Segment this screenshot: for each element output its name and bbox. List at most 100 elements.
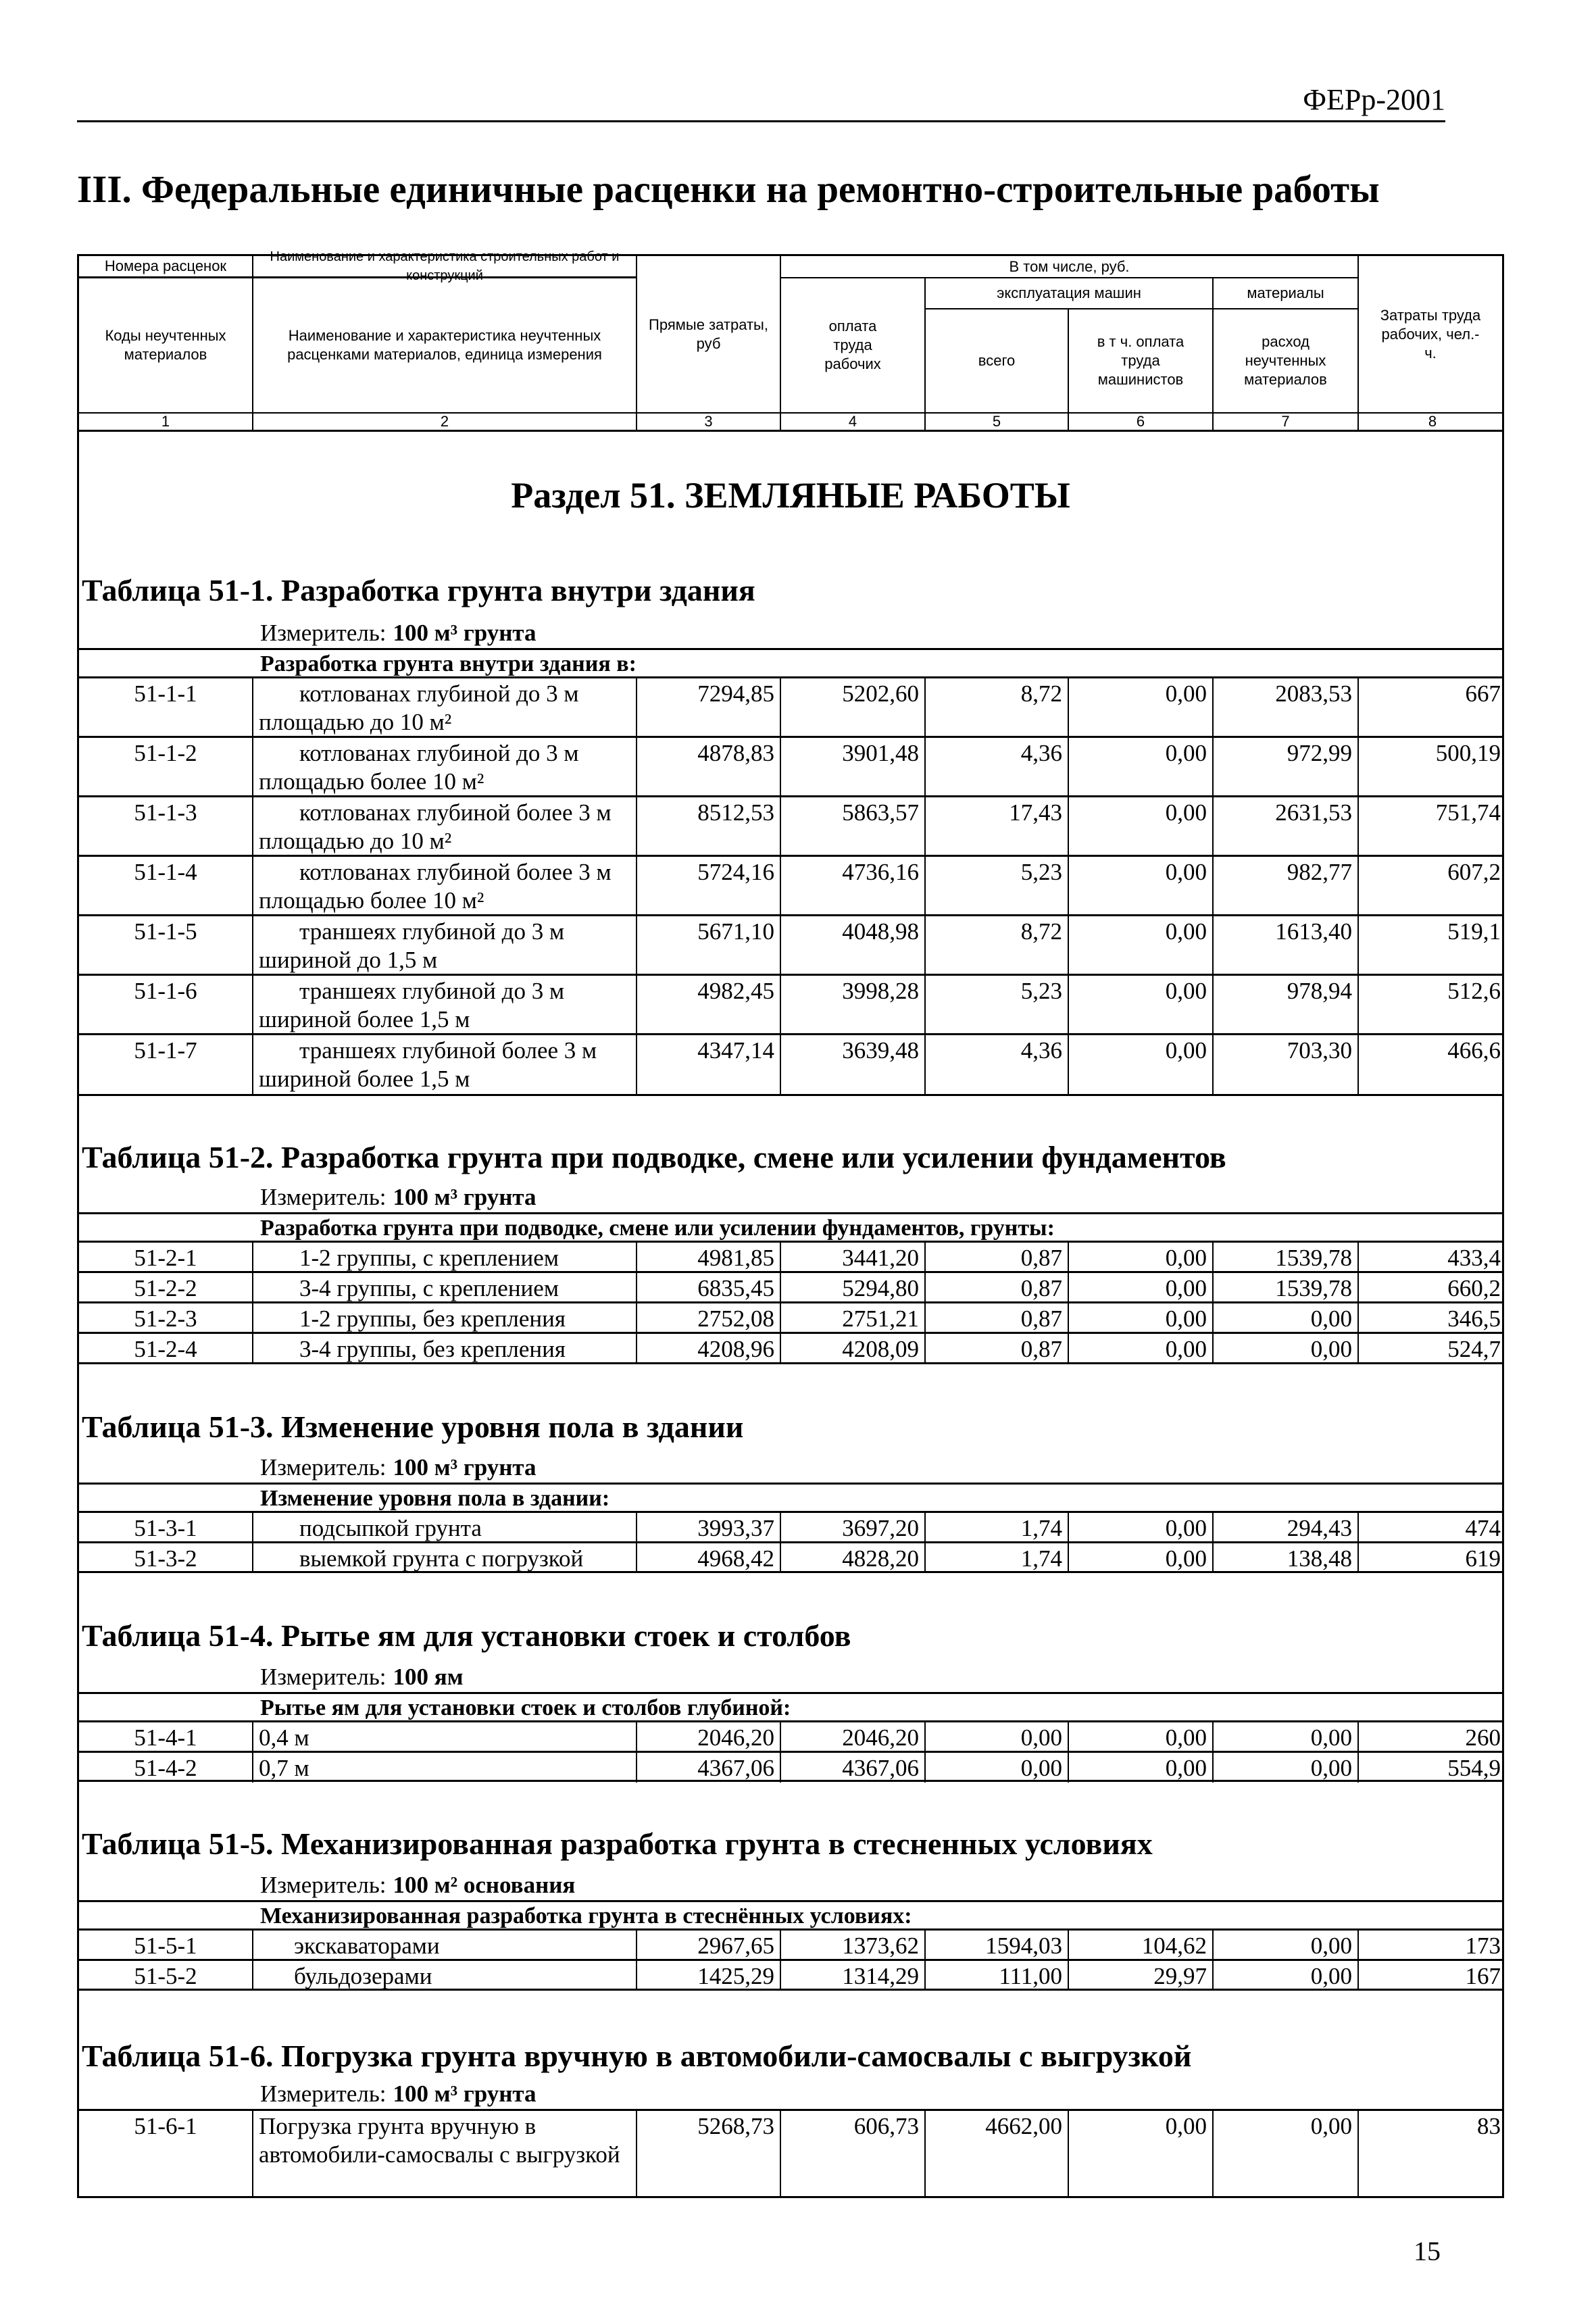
column-number: 7 [1214,414,1359,430]
header-machines: эксплуатация машин [926,278,1214,309]
table-row: 51-2-3 1-2 группы, без крепления 2752,08 27… [79,1303,1502,1334]
group-heading: Механизированная разработка грунта в сте… [79,1902,1502,1931]
value-col4: 606,73 [781,2111,926,2196]
value-col6: 0,00 [1069,1334,1214,1364]
page-title: III. Федеральные единичные расценки на р… [77,168,1380,211]
value-col8: 346,5 [1447,1305,1501,1332]
meter: Измеритель: 100 м³ грунта [79,1445,1502,1485]
value-col8: 512,6 [1447,978,1501,1004]
rate-code: 51-1-3 [79,797,253,855]
table-row: 51-1-4 котлованах глубиной более 3 м площ… [79,857,1502,916]
value-col7: 0,00 [1214,2111,1359,2196]
running-header: ФЕРр-2001 [1303,83,1445,116]
value-col6: 0,00 [1069,1243,1214,1272]
value-col8: 660,2 [1447,1275,1501,1301]
value-col3: 2046,20 [637,1722,781,1752]
value-col7: 972,99 [1214,738,1359,796]
column-number: 2 [253,414,637,430]
value-col8: 474 [1465,1515,1501,1541]
value-col6: 0,00 [1069,738,1214,796]
value-col7: 294,43 [1214,1513,1359,1543]
work-name: 0,4 м [253,1722,637,1752]
value-col4: 4736,16 [781,857,926,915]
work-name: котлованах глубиной более 3 м площадью б… [253,857,637,915]
value-col8: 433,4 [1447,1245,1501,1271]
value-col7: 0,00 [1214,1753,1359,1783]
value-col5: 1594,03 [926,1931,1069,1960]
value-col8: 83 [1477,2113,1501,2139]
value-col5: 8,72 [926,678,1069,737]
value-col4: 4828,20 [781,1543,926,1573]
value-col6: 0,00 [1069,1753,1214,1783]
work-name: 0,7 м [253,1753,637,1783]
header-col3: Прямые затраты, руб [637,256,781,414]
header-col4: оплата труда рабочих [781,278,926,414]
value-col3: 4982,45 [637,976,781,1034]
table-row: 51-2-1 1-2 группы, с креплением 4981,85 344… [79,1243,1502,1273]
value-col3: 2967,65 [637,1931,781,1960]
work-name: выемкой грунта с погрузкой [253,1543,637,1573]
value-col4: 1314,29 [781,1961,926,1991]
value-col6: 0,00 [1069,916,1214,974]
work-name: траншеях глубиной до 3 м шириной до 1,5 … [253,916,637,974]
value-col5: 0,00 [926,1722,1069,1752]
table-title: Таблица 51-3. Изменение уровня пола в зд… [82,1410,744,1444]
rate-code: 51-5-1 [79,1931,253,1960]
value-col6: 0,00 [1069,678,1214,737]
value-col7: 1613,40 [1214,916,1359,974]
value-col7: 0,00 [1214,1961,1359,1991]
column-number: 1 [79,414,253,430]
rate-code: 51-3-1 [79,1513,253,1543]
group-heading: Разработка грунта при подводке, смене ил… [79,1214,1502,1243]
meter-label: Измеритель: [260,2081,386,2107]
value-col6: 0,00 [1069,1035,1214,1094]
table-row: 51-6-1 Погрузка грунта вручную в автомоби… [79,2111,1502,2198]
table-row: 51-1-6 траншеях глубиной до 3 м шириной б… [79,976,1502,1035]
table-row: 51-1-3 котлованах глубиной более 3 м площ… [79,797,1502,857]
value-col3: 7294,85 [637,678,781,737]
value-col8: 500,19 [1435,740,1501,766]
value-col5: 17,43 [926,797,1069,855]
value-col8: 167 [1465,1963,1501,1989]
page-number: 15 [1414,2236,1441,2266]
rate-code: 51-5-2 [79,1961,253,1991]
table-title: Таблица 51-6. Погрузка грунта вручную в … [82,2039,1192,2073]
value-col7: 0,00 [1214,1722,1359,1752]
value-col5: 0,87 [926,1303,1069,1333]
value-col5: 0,00 [926,1753,1069,1783]
table-header: Номера расценок Коды неучтенных материал… [77,249,1504,432]
meter-value: 100 м² основания [393,1872,576,1898]
value-col5: 5,23 [926,857,1069,915]
group-heading: Изменение уровня пола в здании: [79,1485,1502,1513]
table-row: 51-1-2 котлованах глубиной до 3 м площадь… [79,738,1502,797]
meter: Измеритель: 100 м³ грунта [79,608,1502,650]
work-name: котлованах глубиной более 3 м площадью д… [253,797,637,855]
rate-code: 51-2-2 [79,1273,253,1303]
value-col3: 4347,14 [637,1035,781,1094]
section-title: Раздел 51. ЗЕМЛЯНЫЕ РАБОТЫ [511,475,1070,516]
value-col7: 2083,53 [1214,678,1359,737]
value-col7: 1539,78 [1214,1273,1359,1303]
value-col6: 104,62 [1069,1931,1214,1960]
value-col3: 4878,83 [637,738,781,796]
table-row: 51-1-1 котлованах глубиной до 3 м площадь… [79,678,1502,738]
rate-code: 51-1-1 [79,678,253,737]
rate-code: 51-2-4 [79,1334,253,1364]
table-body: Раздел 51. ЗЕМЛЯНЫЕ РАБОТЫ Таблица 51-1.… [77,430,1504,2198]
value-col3: 6835,45 [637,1273,781,1303]
value-col5: 0,87 [926,1273,1069,1303]
rate-code: 51-3-2 [79,1543,253,1573]
table-row: 51-4-1 0,4 м 2046,20 2046,20 0,00 0,00 0,00 260 [79,1722,1502,1753]
header-rule [77,120,1445,122]
value-col4: 5202,60 [781,678,926,737]
value-col7: 982,77 [1214,857,1359,915]
value-col4: 4367,06 [781,1753,926,1783]
value-col8: 524,7 [1447,1336,1501,1362]
table-row: 51-1-7 траншеях глубиной более 3 м ширино… [79,1035,1502,1096]
rate-code: 51-1-2 [79,738,253,796]
rate-code: 51-4-2 [79,1753,253,1783]
meter: Измеритель: 100 м³ грунта [79,1175,1502,1214]
value-col3: 4208,96 [637,1334,781,1364]
value-col8: 466,6 [1447,1037,1501,1064]
value-col4: 5294,80 [781,1273,926,1303]
